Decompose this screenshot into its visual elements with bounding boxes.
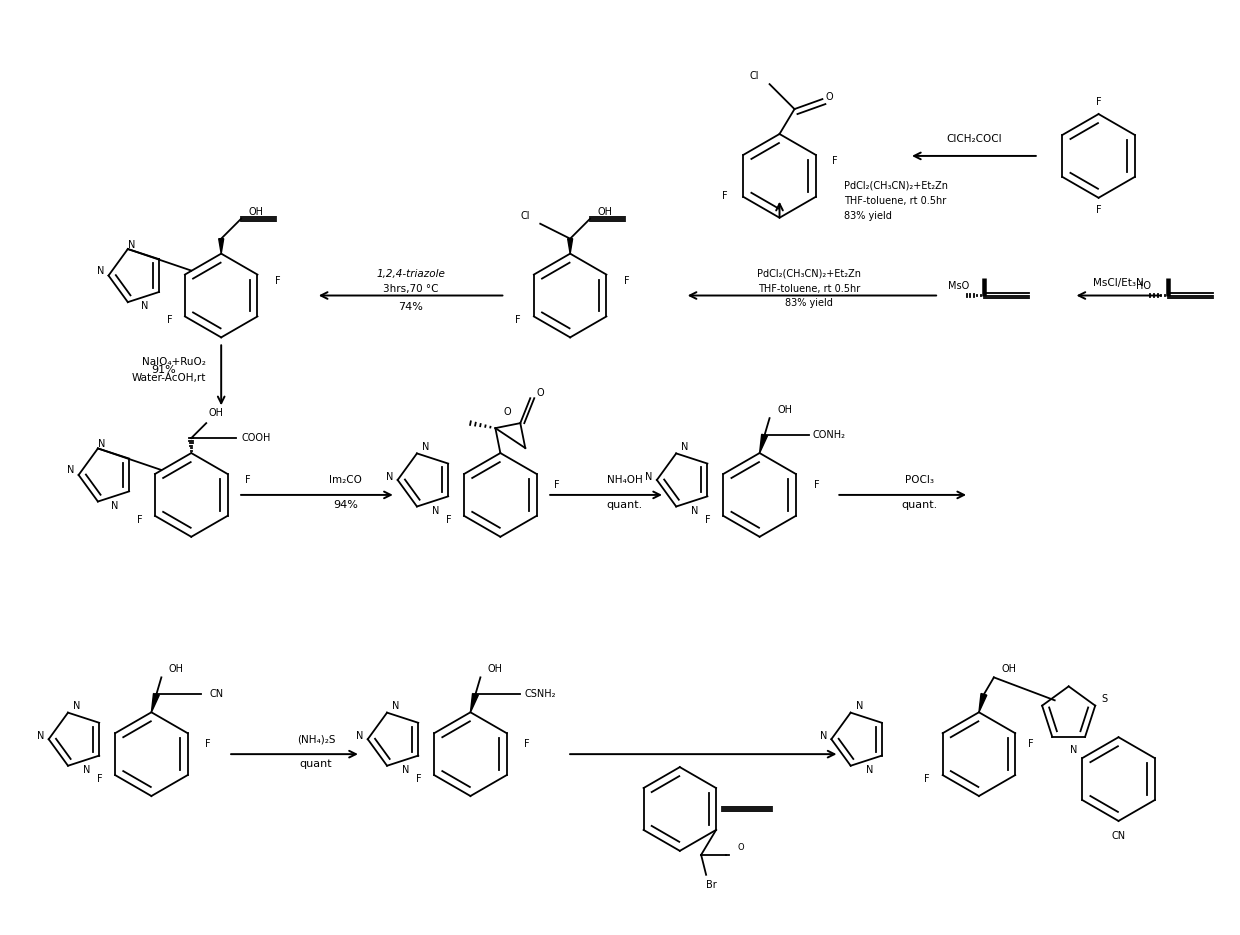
Text: OH: OH (169, 665, 184, 674)
Text: 83% yield: 83% yield (844, 210, 893, 221)
Text: quant.: quant. (606, 500, 644, 510)
Text: POCl₃: POCl₃ (905, 475, 934, 485)
Text: 74%: 74% (398, 303, 423, 312)
Text: F: F (166, 315, 172, 325)
Text: N: N (110, 501, 118, 511)
Text: N: N (681, 442, 688, 452)
Text: quant: quant (300, 759, 332, 770)
Text: N: N (691, 506, 698, 516)
Text: F: F (97, 774, 103, 784)
Text: Cl: Cl (521, 210, 529, 221)
Text: Im₂CO: Im₂CO (330, 475, 362, 485)
Text: NH₄OH: NH₄OH (608, 475, 642, 485)
Text: CN: CN (1111, 831, 1126, 841)
Text: N: N (73, 701, 81, 712)
Text: N: N (356, 731, 363, 741)
Polygon shape (568, 238, 573, 253)
Text: F: F (136, 515, 143, 525)
Text: 91%: 91% (151, 366, 176, 375)
Text: N: N (97, 266, 104, 276)
Text: N: N (866, 765, 873, 775)
Text: 94%: 94% (334, 500, 358, 510)
Text: NaIO₄+RuO₂: NaIO₄+RuO₂ (143, 357, 206, 367)
Text: F: F (445, 515, 451, 525)
Text: N: N (1070, 745, 1078, 755)
Text: N: N (67, 465, 74, 475)
Text: N: N (820, 731, 827, 741)
Text: N: N (83, 765, 91, 775)
Text: O: O (826, 93, 833, 102)
Text: HO: HO (1136, 280, 1151, 291)
Text: F: F (246, 475, 250, 485)
Text: N: N (140, 301, 148, 311)
Polygon shape (218, 238, 223, 253)
Text: 3hrs,70 °C: 3hrs,70 °C (383, 283, 439, 294)
Text: F: F (704, 515, 711, 525)
Text: MsCl/Et₃N: MsCl/Et₃N (1094, 278, 1143, 288)
Text: Cl: Cl (750, 71, 759, 81)
Text: N: N (856, 701, 863, 712)
Text: N: N (128, 239, 135, 250)
Polygon shape (978, 694, 987, 712)
Text: F: F (525, 740, 529, 749)
Text: OH: OH (1002, 665, 1017, 674)
Text: Br: Br (706, 880, 717, 890)
Text: S: S (1101, 695, 1107, 704)
Text: O: O (738, 843, 744, 853)
Text: CN: CN (210, 689, 223, 699)
Text: F: F (1096, 205, 1101, 215)
Text: THF-toluene, rt 0.5hr: THF-toluene, rt 0.5hr (844, 195, 946, 206)
Text: CSNH₂: CSNH₂ (525, 689, 556, 699)
Text: OH: OH (777, 405, 792, 415)
Text: N: N (37, 731, 45, 741)
Text: THF-toluene, rt 0.5hr: THF-toluene, rt 0.5hr (759, 283, 861, 294)
Text: OH: OH (208, 409, 223, 418)
Text: PdCl₂(CH₃CN)₂+Et₂Zn: PdCl₂(CH₃CN)₂+Et₂Zn (758, 268, 862, 279)
Text: F: F (624, 276, 630, 285)
Text: O: O (503, 407, 511, 417)
Text: N: N (645, 472, 652, 482)
Text: N: N (98, 439, 105, 449)
Text: F: F (1028, 740, 1034, 749)
Text: PdCl₂(CH₃CN)₂+Et₂Zn: PdCl₂(CH₃CN)₂+Et₂Zn (844, 180, 949, 191)
Text: quant.: quant. (901, 500, 937, 510)
Text: (NH₄)₂S: (NH₄)₂S (296, 734, 335, 744)
Text: N: N (422, 442, 429, 452)
Text: N: N (386, 472, 393, 482)
Text: N: N (392, 701, 399, 712)
Text: OH: OH (598, 207, 613, 217)
Polygon shape (470, 694, 479, 712)
Text: CONH₂: CONH₂ (813, 430, 846, 440)
Polygon shape (151, 694, 159, 712)
Text: N: N (402, 765, 409, 775)
Text: COOH: COOH (242, 433, 270, 443)
Text: N: N (432, 506, 439, 516)
Text: F: F (275, 276, 280, 285)
Text: O: O (537, 388, 544, 398)
Text: Water-AcOH,rt: Water-AcOH,rt (131, 373, 206, 383)
Text: OH: OH (248, 207, 264, 217)
Text: F: F (832, 156, 837, 165)
Text: OH: OH (487, 665, 503, 674)
Text: F: F (554, 480, 560, 490)
Text: F: F (722, 191, 728, 201)
Text: ClCH₂COCl: ClCH₂COCl (946, 134, 1002, 144)
Text: F: F (924, 774, 930, 784)
Text: MsO: MsO (949, 280, 970, 291)
Text: 83% yield: 83% yield (785, 298, 833, 309)
Text: 1,2,4-triazole: 1,2,4-triazole (376, 268, 445, 279)
Text: F: F (1096, 97, 1101, 108)
Text: F: F (516, 315, 521, 325)
Text: F: F (813, 480, 820, 490)
Text: F: F (415, 774, 422, 784)
Text: F: F (206, 740, 211, 749)
Polygon shape (760, 434, 768, 453)
